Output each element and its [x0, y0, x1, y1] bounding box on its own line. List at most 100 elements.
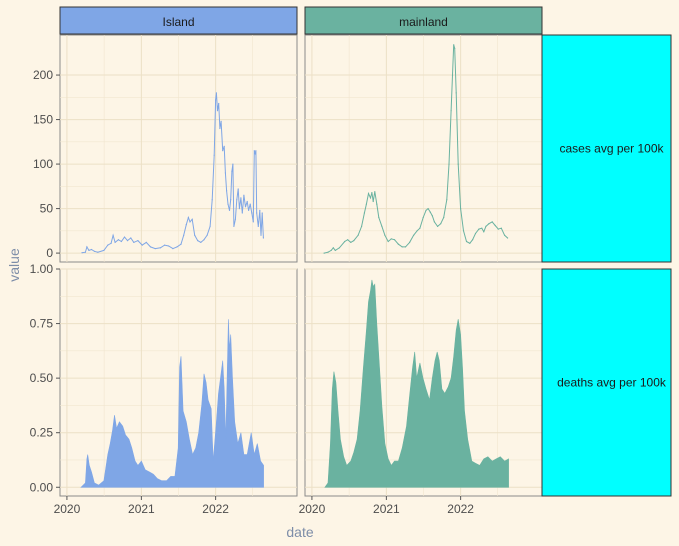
data-point	[483, 231, 485, 233]
data-point	[384, 234, 386, 236]
data-point	[448, 163, 450, 165]
x-tick-label: 2022	[447, 502, 474, 516]
data-point	[437, 225, 439, 227]
data-point	[93, 250, 95, 252]
data-point	[120, 240, 122, 243]
y-tick-label: 0.00	[30, 480, 54, 494]
y-tick-label: 50	[40, 202, 54, 216]
data-point	[422, 216, 424, 219]
data-point	[259, 209, 261, 211]
data-point	[86, 246, 88, 248]
data-point	[431, 215, 433, 217]
data-point	[397, 243, 399, 245]
series-area-island	[80, 319, 264, 488]
data-point	[172, 248, 174, 250]
y-tick-label: 150	[33, 113, 53, 127]
data-point	[216, 110, 219, 112]
data-point	[478, 228, 480, 230]
y-tick-label: 1.00	[30, 262, 54, 276]
data-point	[180, 243, 182, 245]
data-point	[213, 154, 215, 156]
data-point	[507, 237, 509, 239]
data-point	[168, 245, 170, 247]
data-point	[194, 234, 196, 236]
data-point	[504, 234, 506, 236]
row-strip-label: deaths avg per 100k	[557, 376, 667, 390]
data-point	[334, 249, 336, 251]
x-tick-label: 2020	[299, 502, 326, 516]
data-point	[453, 44, 455, 46]
data-point	[223, 145, 225, 147]
data-point	[450, 110, 452, 112]
data-point	[256, 212, 258, 214]
data-point	[141, 244, 143, 246]
data-point	[361, 225, 363, 227]
data-point	[154, 248, 156, 250]
data-point	[211, 199, 213, 201]
x-tick-label: 2020	[54, 502, 81, 516]
row-strip-label: cases avg per 100k	[559, 142, 664, 156]
data-point	[338, 247, 340, 249]
data-point	[481, 227, 483, 229]
data-point	[462, 230, 465, 232]
data-point	[494, 224, 496, 227]
data-point	[497, 228, 499, 230]
data-point	[433, 221, 435, 223]
data-point	[416, 230, 418, 232]
data-point	[240, 197, 242, 199]
x-axis-title: date	[286, 524, 313, 540]
data-point	[261, 212, 263, 214]
data-point	[215, 99, 217, 101]
data-point	[246, 200, 248, 203]
data-point	[149, 246, 152, 248]
data-point	[332, 247, 334, 249]
data-point	[419, 227, 421, 229]
data-point	[500, 227, 502, 229]
data-point	[257, 225, 259, 227]
data-point	[233, 225, 235, 227]
data-point	[176, 246, 178, 248]
column-strip-label: Island	[162, 15, 194, 29]
data-point	[218, 102, 220, 105]
data-point	[413, 234, 415, 236]
series-line-island	[81, 92, 264, 254]
data-point	[232, 163, 234, 165]
data-point	[372, 200, 374, 203]
data-point	[107, 244, 109, 246]
data-point	[460, 208, 462, 210]
data-point	[200, 241, 202, 243]
data-point	[243, 194, 245, 196]
data-point	[327, 251, 329, 253]
y-tick-label: 200	[33, 68, 53, 82]
data-point	[219, 127, 221, 130]
y-tick-label: 0.25	[30, 426, 54, 440]
data-point	[197, 240, 199, 242]
data-point	[469, 242, 471, 244]
data-point	[446, 199, 448, 201]
data-point	[401, 246, 403, 248]
data-point	[226, 190, 228, 192]
column-strip-mainland	[304, 6, 543, 35]
column-strip-label: mainland	[399, 15, 448, 29]
y-tick-label: 100	[33, 157, 53, 171]
strips-layer: cases avg per 100k deaths avg per 100k Isl…	[59, 6, 672, 497]
data-point	[81, 252, 83, 254]
data-point	[103, 249, 105, 251]
data-point	[390, 238, 392, 240]
data-point	[367, 192, 370, 195]
x-tick-label: 2021	[373, 502, 400, 516]
data-point	[203, 239, 205, 241]
data-point	[455, 92, 457, 94]
data-point	[472, 239, 474, 241]
data-point	[123, 236, 126, 238]
data-point	[84, 251, 86, 253]
data-point	[454, 47, 456, 50]
data-point	[130, 237, 132, 239]
data-point	[387, 240, 389, 243]
data-point	[409, 241, 411, 243]
series-area-mainland	[324, 279, 509, 488]
data-point	[491, 221, 493, 223]
data-point	[363, 212, 365, 214]
data-point	[164, 244, 166, 246]
